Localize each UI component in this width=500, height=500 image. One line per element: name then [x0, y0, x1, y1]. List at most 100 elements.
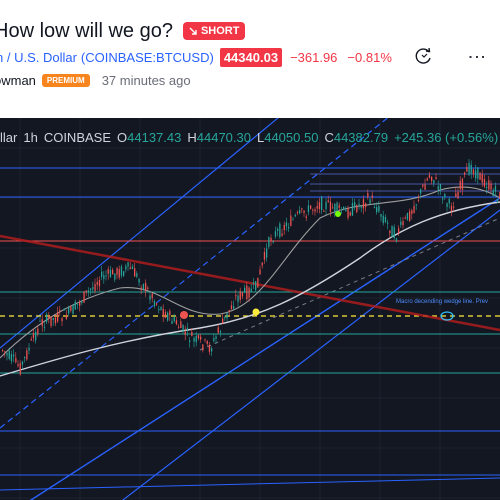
candle-body	[41, 319, 43, 327]
candle-body	[466, 167, 468, 172]
candle-body	[453, 206, 455, 208]
candle-body	[39, 320, 41, 322]
idea-header: How low will we go? SHORT n / U.S. Dolla…	[0, 0, 500, 118]
candle-body	[4, 351, 6, 353]
candle-body	[358, 203, 360, 206]
candle-body	[321, 196, 323, 211]
annotation-ellipse[interactable]	[440, 311, 454, 321]
support-line-3[interactable]	[0, 477, 500, 491]
ohlc-legend: llar 1h COINBASE O 44137.43 H 44470.30 L…	[0, 130, 500, 145]
candle-body	[81, 301, 83, 303]
candle-body	[470, 164, 472, 174]
moving-average-long[interactable]	[0, 201, 500, 377]
symbol-code-link[interactable]: (COINBASE:BTCUSD)	[80, 49, 214, 65]
candle-body	[259, 269, 261, 275]
candle-body	[171, 320, 173, 324]
legend-open-value: 44137.43	[127, 130, 182, 145]
price-change-percent: −0.81%	[347, 49, 392, 65]
candle-body	[153, 301, 156, 307]
author-name[interactable]: owman	[0, 72, 36, 88]
candle-body	[129, 267, 131, 269]
channel-upper-line[interactable]	[0, 118, 290, 349]
legend-symbol[interactable]: llar	[0, 130, 18, 145]
candle-body	[178, 327, 180, 329]
candle-body	[85, 290, 87, 293]
candle-body	[138, 279, 140, 283]
macro-wedge-line[interactable]	[0, 234, 500, 332]
candle-body	[200, 336, 202, 340]
candle-body	[10, 354, 13, 362]
candle-body	[35, 331, 37, 341]
candle-body	[422, 184, 424, 187]
candle-body	[32, 332, 35, 338]
legend-exchange: COINBASE	[43, 130, 111, 145]
candle-body	[70, 306, 72, 311]
candle-body	[371, 195, 373, 198]
moving-average-short[interactable]	[0, 186, 500, 359]
candle-body	[468, 163, 470, 175]
candle-body	[486, 186, 488, 188]
candle-body	[244, 287, 246, 292]
lower-trend-dashed[interactable]	[199, 217, 500, 351]
wedge-annotation-text[interactable]: Macro decending wedge line. Prev	[396, 299, 488, 305]
candle-body	[479, 172, 481, 180]
candle-body	[156, 303, 158, 305]
candle-body	[173, 316, 175, 322]
channel-mid-dashed[interactable]	[0, 118, 400, 429]
candle-body	[50, 316, 52, 326]
chart-canvas[interactable]: Macro decending wedge line. Prev	[0, 118, 500, 500]
candle-body	[283, 224, 285, 230]
candle-body	[312, 209, 314, 211]
candle-body	[384, 217, 387, 223]
candle-body	[189, 340, 191, 342]
candle-body	[164, 312, 167, 318]
red-marker-dot[interactable]	[180, 311, 188, 319]
candle-body	[263, 252, 266, 260]
candle-body	[2, 349, 4, 351]
candle-body	[65, 314, 68, 320]
candle-body	[125, 266, 127, 270]
candle-body	[90, 288, 92, 291]
candle-body	[87, 290, 90, 292]
premium-badge: PREMIUM	[41, 73, 90, 87]
candle-body	[323, 210, 325, 212]
candle-body	[24, 356, 26, 358]
candle-body	[219, 331, 222, 333]
yellow-marker-dot[interactable]	[252, 308, 260, 316]
legend-interval[interactable]: 1h	[23, 130, 38, 145]
candle-body	[116, 268, 118, 275]
candle-body	[6, 353, 8, 356]
candle-body	[362, 199, 365, 209]
candle-body	[373, 207, 376, 209]
candle-body	[237, 295, 239, 302]
symbol-name-link[interactable]: n / U.S. Dollar	[0, 49, 77, 65]
candle-body	[114, 273, 116, 280]
candle-body	[354, 202, 356, 207]
refresh-alert-icon[interactable]	[414, 46, 434, 66]
candle-body	[365, 203, 367, 208]
candle-body	[316, 206, 318, 209]
channel-lower-line[interactable]	[0, 197, 500, 500]
candle-body	[327, 200, 329, 203]
candle-body	[393, 227, 395, 238]
candle-body	[272, 241, 274, 243]
candle-body	[459, 180, 461, 189]
candle-body	[292, 219, 294, 221]
candle-body	[380, 214, 382, 217]
channel-bottom-line[interactable]	[110, 209, 500, 500]
candle-body	[305, 216, 307, 218]
candle-body	[57, 312, 59, 322]
candle-body	[169, 310, 171, 316]
candle-body	[389, 230, 391, 234]
candle-body	[222, 318, 224, 324]
candle-body	[17, 364, 19, 367]
candle-body	[63, 308, 65, 311]
candle-body	[329, 201, 332, 212]
candle-body	[420, 189, 422, 194]
candle-body	[120, 266, 123, 276]
price-chart[interactable]: Macro decending wedge line. Prev llar 1h…	[0, 118, 500, 500]
legend-close-label: C	[324, 130, 334, 145]
green-marker-dot[interactable]	[335, 211, 341, 217]
candle-body	[228, 310, 230, 312]
more-options-icon[interactable]: ⋮	[467, 48, 487, 66]
